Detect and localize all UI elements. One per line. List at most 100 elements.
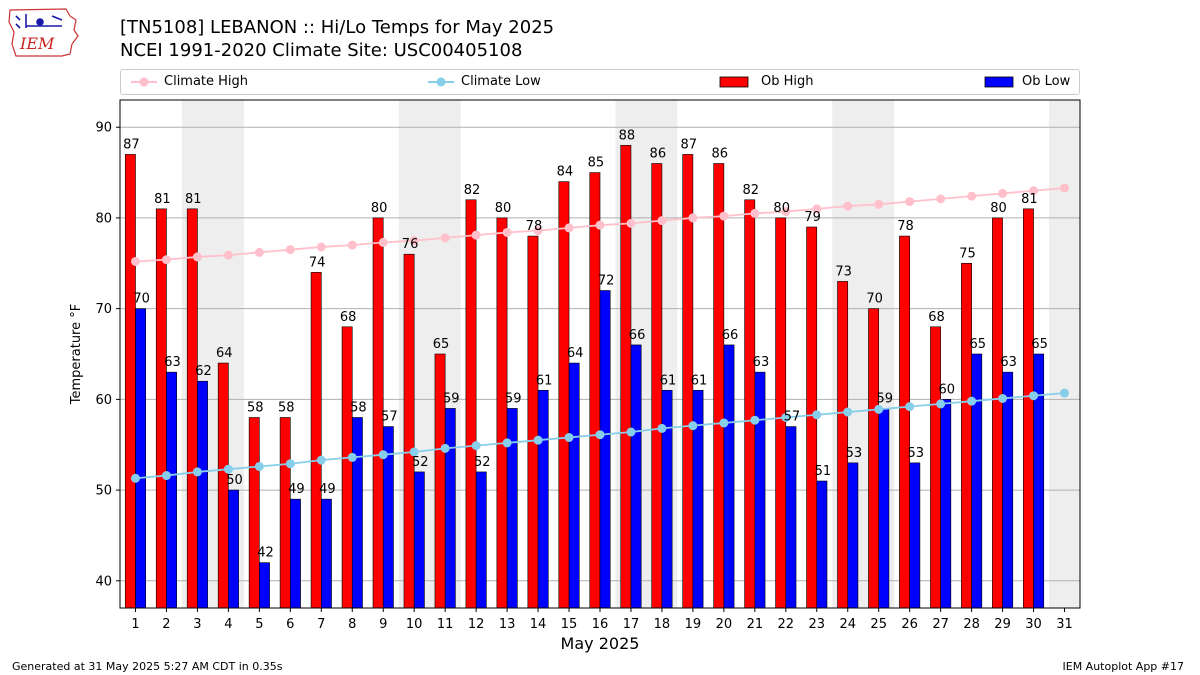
bar-ob-low [754,371,766,609]
bar-ob-high [124,154,136,609]
data-label-ob-high: 86 [711,147,728,162]
legend-line-marker-icon [428,77,454,87]
climate-high-point [130,256,140,266]
climate-low-point [781,413,791,422]
data-label-ob-high: 81 [1021,192,1038,207]
data-label-ob-low: 65 [969,337,986,352]
weekend-shade [1049,100,1080,608]
bar-ob-high [248,417,260,609]
bar-ob-low [259,562,270,609]
y-tick-label: 50 [95,484,112,499]
climate-high-point [1029,186,1039,196]
data-label-ob-low: 61 [660,373,677,388]
legend-swatch-icon [984,76,1014,88]
climate-high-point [998,188,1008,198]
data-label-ob-high: 80 [495,201,512,216]
legend-line-marker-icon [131,77,157,87]
climate-high-point [347,240,357,250]
data-label-ob-high: 79 [804,210,821,225]
climate-high-point [936,194,946,204]
climate-high-point [843,201,853,211]
climate-high-point [440,233,450,243]
y-tick-label: 60 [95,393,112,408]
data-label-ob-low: 58 [350,401,367,416]
data-label-ob-low: 59 [877,391,894,406]
climate-high-point [285,245,295,255]
data-label-ob-low: 65 [1031,337,1048,352]
x-tick-label: 18 [654,617,671,632]
x-tick-label: 8 [348,617,356,632]
x-tick-label: 22 [778,617,795,632]
data-label-ob-high: 58 [278,401,295,416]
bar-ob-high [744,199,756,609]
x-tick-label: 15 [561,617,578,632]
climate-high-point [533,226,543,236]
climate-high-point [502,227,512,237]
bar-ob-low [723,344,735,609]
bar-ob-low [320,498,332,609]
data-label-ob-high: 81 [185,192,202,207]
climate-low-point [750,415,760,425]
data-label-ob-high: 80 [990,201,1007,216]
data-label-ob-low: 60 [938,382,955,397]
x-tick-label: 29 [994,617,1011,632]
bar-ob-low [166,371,177,609]
climate-low-point [1029,391,1039,401]
data-label-ob-high: 88 [619,128,636,143]
bar-ob-high [620,145,632,609]
iem-logo: IEM [8,8,79,57]
x-tick-label: 6 [286,617,294,632]
data-label-ob-high: 87 [681,137,698,152]
climate-high-point [223,250,233,260]
bar-ob-high [496,217,508,609]
climate-low-point [161,471,171,481]
climate-high-point [874,199,884,209]
data-label-ob-low: 49 [319,482,336,497]
climate-low-point [657,423,667,433]
bar-ob-high [868,308,880,609]
data-label-ob-high: 74 [309,255,326,270]
data-label-ob-low: 70 [133,292,150,307]
bar-ob-low [661,389,673,609]
x-tick-label: 11 [437,617,454,632]
climate-high-point [812,204,822,214]
data-label-ob-low: 64 [567,346,584,361]
y-tick-label: 90 [95,121,112,136]
climate-high-point [316,242,326,252]
climate-high-point [905,197,915,207]
x-tick-label: 14 [530,617,547,632]
climate-low-point [905,402,915,412]
climate-low-point [471,441,481,451]
chart-legend: Climate High Climate Low Ob High Ob Low [120,69,1080,95]
y-axis-label: Temperature °F [69,304,84,405]
bar-ob-high [930,326,941,609]
data-label-ob-low: 57 [381,410,398,425]
data-label-ob-low: 66 [722,328,739,343]
climate-high-point [657,216,667,226]
bar-ob-low [940,399,952,609]
climate-high-point [595,220,605,230]
climate-high-point [781,207,791,217]
x-tick-label: 25 [870,617,887,632]
climate-high-point [750,208,760,218]
climate-high-point [378,237,388,247]
data-label-ob-high: 68 [928,310,945,325]
bar-ob-low [135,308,147,609]
data-label-ob-high: 64 [216,346,233,361]
data-label-ob-high: 76 [402,237,419,252]
data-label-ob-low: 50 [226,473,243,488]
y-tick-label: 70 [95,302,112,317]
x-tick-label: 16 [592,617,609,632]
data-label-ob-high: 78 [526,219,543,234]
bar-ob-high [341,326,353,609]
data-label-ob-high: 70 [866,292,883,307]
bar-ob-high [465,199,477,609]
bar-ob-low [630,344,642,609]
bar-ob-low [413,471,425,609]
bar-ob-low [290,498,301,609]
chart-title: [TN5108] LEBANON :: Hi/Lo Temps for May … [120,17,555,38]
chart-subtitle: NCEI 1991-2020 Climate Site: USC00405108 [120,40,523,61]
bar-ob-low [475,471,487,609]
climate-low-point [378,450,388,460]
